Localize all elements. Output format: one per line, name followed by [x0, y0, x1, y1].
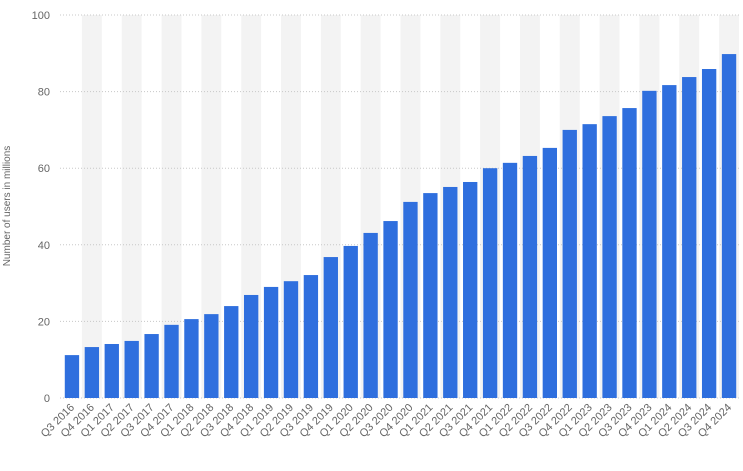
bar: [283, 281, 299, 398]
bar: [243, 294, 259, 398]
band-stripe: [161, 15, 182, 398]
bar: [184, 319, 199, 398]
band-stripe: [201, 15, 222, 398]
bar: [303, 275, 319, 398]
bar: [64, 355, 80, 398]
bar: [383, 221, 398, 398]
bar: [124, 340, 139, 398]
bar: [144, 334, 159, 398]
y-axis-title: Number of users in millions: [2, 146, 13, 267]
y-tick-label: 60: [38, 163, 50, 175]
y-tick-label: 80: [38, 87, 50, 99]
bar: [622, 108, 637, 398]
band-stripe: [121, 15, 142, 398]
bar: [542, 147, 558, 398]
bar: [582, 124, 597, 398]
bar: [164, 324, 179, 398]
bar: [224, 306, 239, 398]
band-stripe: [81, 15, 102, 398]
bar: [642, 90, 657, 399]
bar: [502, 162, 518, 398]
bar: [423, 193, 438, 398]
bar: [403, 201, 418, 398]
bar: [443, 186, 458, 398]
y-tick-label: 100: [32, 10, 50, 22]
bar: [263, 286, 279, 398]
bar: [701, 69, 717, 399]
y-tick-label: 40: [38, 240, 50, 252]
bar: [482, 168, 498, 398]
bar: [721, 54, 737, 398]
bar: [84, 347, 100, 398]
bar: [104, 343, 119, 398]
bar: [204, 314, 219, 398]
bar: [602, 116, 617, 398]
bar: [363, 232, 378, 398]
bar: [323, 257, 338, 398]
bar: [562, 129, 577, 398]
bar: [463, 181, 478, 398]
y-tick-label: 0: [44, 393, 50, 405]
bar: [343, 245, 358, 398]
bar: [682, 77, 697, 399]
bar: [662, 85, 677, 399]
y-tick-label: 20: [38, 316, 50, 328]
bar: [522, 155, 538, 398]
